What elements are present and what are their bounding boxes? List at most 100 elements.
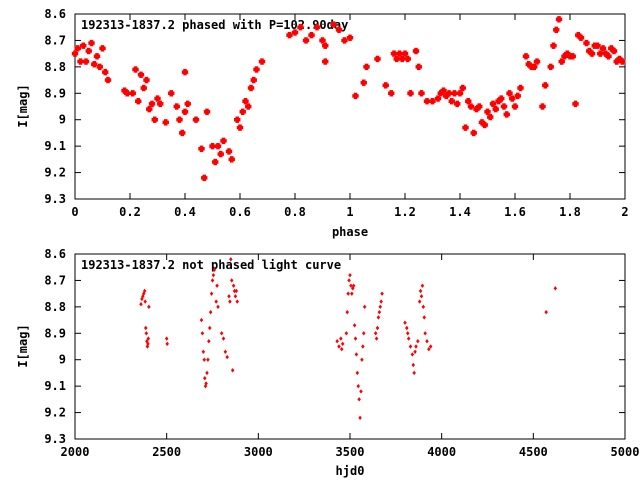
data-point [456,90,464,97]
data-point [459,84,466,92]
x-tick-label: 1.6 [504,205,526,219]
data-point [216,304,220,310]
data-point [586,47,593,55]
data-point [470,129,477,137]
x-tick-label: 4000 [427,445,456,459]
data-point [201,174,208,182]
data-point [434,95,442,102]
data-point [451,90,458,97]
data-point [412,47,420,55]
data-point [132,66,139,73]
data-point [511,103,519,110]
data-point [71,50,79,57]
data-point [345,309,350,315]
data-point [162,119,169,126]
data-point [514,92,521,100]
data-point [77,58,84,65]
data-point [487,113,494,121]
data-point [597,50,604,57]
data-point [236,124,244,131]
y-tick-label: 8.9 [44,326,66,340]
x-tick-label: 0 [71,205,78,219]
data-point [286,31,293,39]
data-point [350,291,354,296]
data-point [143,299,147,304]
data-point [339,336,343,341]
data-point [204,381,208,386]
x-tick-label: 5000 [611,445,640,459]
data-point [308,31,315,39]
data-point [522,53,530,60]
data-points [139,257,558,421]
y-tick-label: 9.1 [44,139,66,153]
data-point [500,103,508,110]
data-point [613,58,620,65]
data-point [142,288,147,294]
y-tick-label: 8.9 [44,86,66,100]
data-point [313,24,321,31]
data-point [531,63,538,71]
data-point [340,341,345,347]
axis-ticks: 0 0.2 0.4 0.6 0.8 1 1.2 1.4 1.6 1.8 2 8.6 8.7 8.8 8.9 9… [44,7,628,219]
data-point [347,278,351,283]
data-point [419,294,424,299]
data-point [205,370,209,376]
y-axis-label: I[mag] [16,84,30,127]
data-point [416,339,420,344]
data-point [250,76,257,84]
data-point [121,87,128,94]
data-point [147,304,151,310]
data-point [258,58,266,65]
data-point [229,257,233,262]
y-tick-label: 9.1 [44,379,66,393]
data-point [417,299,422,304]
data-point [93,53,101,60]
data-point [575,31,582,39]
chart-title: 192313-1837.2 phased with P=102.90day [81,18,348,32]
y-axis-label: I[mag] [16,324,30,367]
x-tick-label: 2500 [152,445,181,459]
x-tick-label: 0.6 [229,205,251,219]
data-point [139,302,143,307]
data-point [357,397,361,402]
data-point [173,103,180,110]
data-point [588,50,596,57]
data-point [377,309,382,315]
data-point [404,55,411,63]
data-point [420,283,425,288]
data-point [356,383,361,389]
data-point [164,336,169,341]
data-point [616,55,623,63]
data-point [349,283,353,288]
data-point [242,98,249,105]
data-point [361,344,365,349]
data-point [151,116,158,123]
data-point [594,42,601,49]
y-tick-label: 9.2 [44,166,66,180]
data-point [168,90,175,97]
data-point [533,58,541,65]
data-point [484,108,491,115]
data-point [221,336,226,341]
data-point [558,58,565,65]
data-point [375,325,380,331]
data-point [561,53,568,60]
data-point [440,87,447,94]
data-point [234,116,241,123]
data-point [245,103,252,110]
data-point [348,272,352,278]
data-point [225,148,233,155]
data-point [555,16,563,23]
y-tick-label: 8.6 [44,7,66,21]
data-point [135,98,142,105]
data-point [96,63,103,71]
data-point [503,111,510,118]
data-point [297,24,304,31]
data-point [209,142,216,150]
data-point [192,116,200,123]
data-point [414,344,418,349]
data-point [462,124,469,131]
data-point [495,98,502,105]
data-point [380,291,384,296]
data-point [225,354,229,360]
